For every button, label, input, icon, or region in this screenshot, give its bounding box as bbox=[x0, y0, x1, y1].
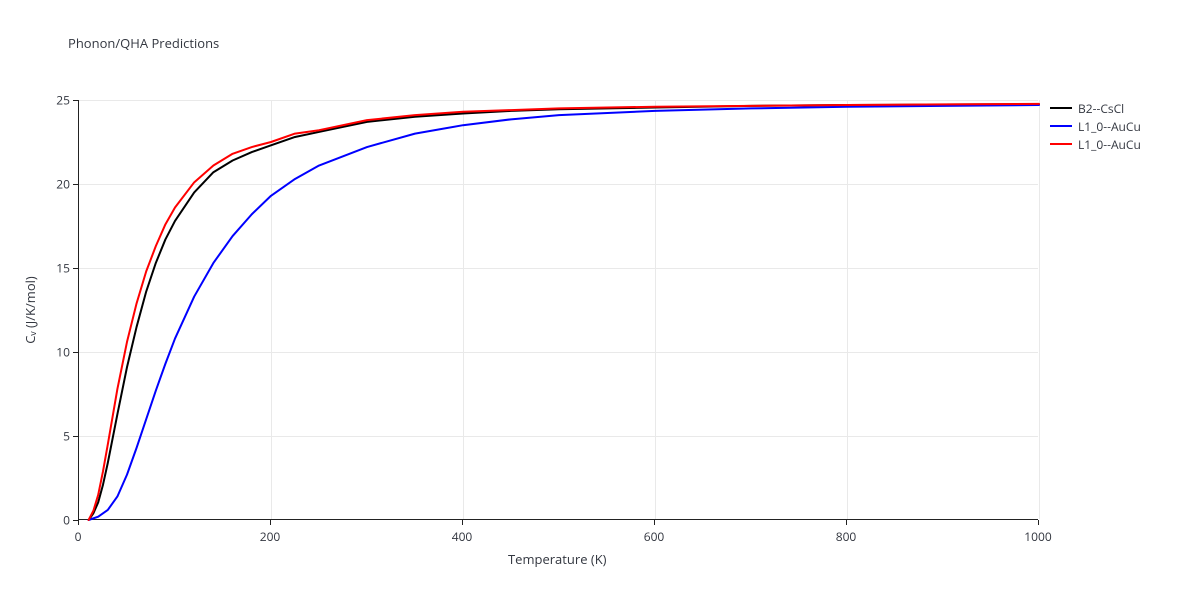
series-line[interactable] bbox=[89, 104, 1039, 520]
x-tick-mark bbox=[78, 520, 79, 525]
legend-item[interactable]: L1_0--AuCu bbox=[1050, 136, 1141, 152]
x-tick-label: 800 bbox=[836, 528, 857, 545]
gridline-v bbox=[1039, 100, 1040, 519]
y-tick-label: 25 bbox=[48, 92, 70, 109]
legend-label: L1_0--AuCu bbox=[1078, 136, 1141, 153]
x-tick-mark bbox=[270, 520, 271, 525]
y-tick-label: 5 bbox=[48, 428, 70, 445]
legend-label: L1_0--AuCu bbox=[1078, 118, 1141, 135]
chart-title: Phonon/QHA Predictions bbox=[68, 34, 219, 52]
y-tick-mark bbox=[73, 436, 78, 437]
legend-swatch bbox=[1050, 143, 1072, 145]
legend[interactable]: B2--CsClL1_0--AuCuL1_0--AuCu bbox=[1050, 100, 1141, 154]
legend-label: B2--CsCl bbox=[1078, 100, 1124, 117]
x-tick-label: 1000 bbox=[1024, 528, 1051, 545]
x-tick-label: 600 bbox=[644, 528, 665, 545]
x-tick-mark bbox=[1038, 520, 1039, 525]
series-line[interactable] bbox=[89, 104, 1039, 520]
y-tick-mark bbox=[73, 100, 78, 101]
x-tick-mark bbox=[846, 520, 847, 525]
y-tick-mark bbox=[73, 268, 78, 269]
y-tick-mark bbox=[73, 184, 78, 185]
x-tick-mark bbox=[654, 520, 655, 525]
legend-item[interactable]: L1_0--AuCu bbox=[1050, 118, 1141, 134]
legend-swatch bbox=[1050, 125, 1072, 127]
x-tick-label: 0 bbox=[75, 528, 82, 545]
x-tick-label: 400 bbox=[452, 528, 473, 545]
plot-area[interactable] bbox=[78, 100, 1038, 520]
chart-container: Phonon/QHA Predictions Temperature (K) C… bbox=[0, 0, 1200, 600]
x-tick-mark bbox=[462, 520, 463, 525]
x-tick-label: 200 bbox=[260, 528, 281, 545]
y-tick-label: 10 bbox=[48, 344, 70, 361]
y-tick-mark bbox=[73, 352, 78, 353]
y-axis-label: Cᵥ (J/K/mol) bbox=[21, 276, 39, 344]
y-tick-label: 20 bbox=[48, 176, 70, 193]
y-tick-label: 15 bbox=[48, 260, 70, 277]
y-tick-label: 0 bbox=[48, 512, 70, 529]
legend-swatch bbox=[1050, 107, 1072, 109]
series-line[interactable] bbox=[89, 105, 1039, 520]
x-axis-label: Temperature (K) bbox=[508, 550, 607, 568]
series-layer bbox=[79, 100, 1039, 520]
legend-item[interactable]: B2--CsCl bbox=[1050, 100, 1141, 116]
